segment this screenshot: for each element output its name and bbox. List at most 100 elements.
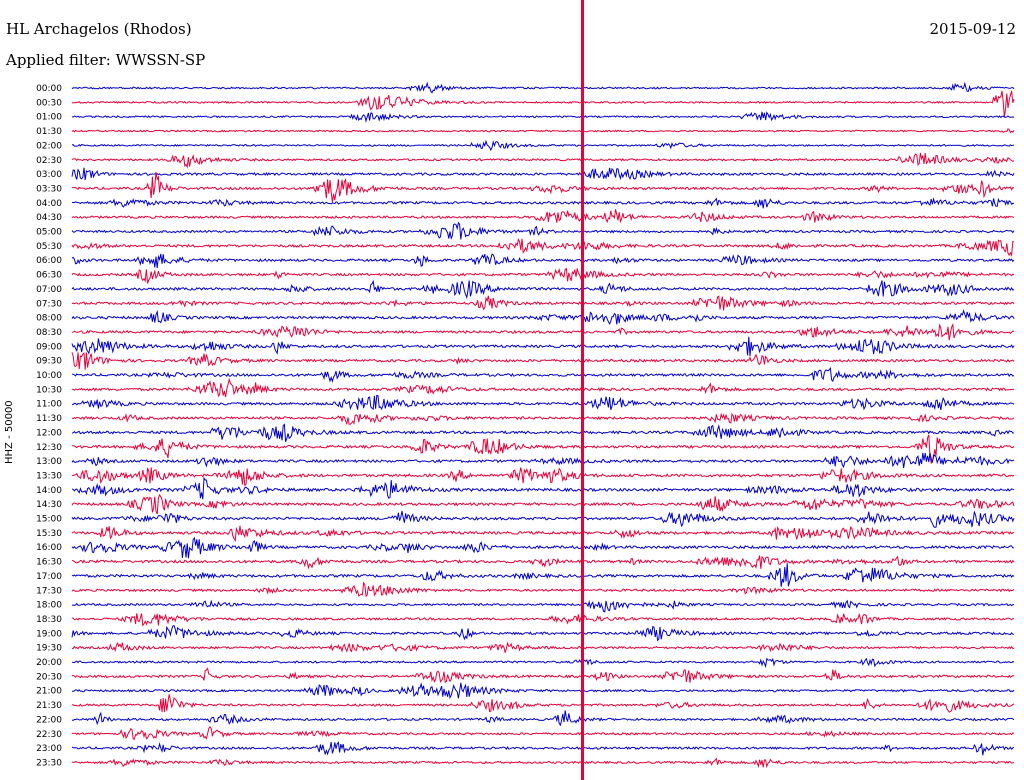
trace-line [71, 510, 1015, 528]
trace-line [71, 367, 1015, 383]
row-label: 19:00 [36, 629, 62, 639]
row-label: 11:00 [36, 400, 62, 410]
row-label: 23:00 [36, 744, 62, 754]
trace-line [71, 111, 1015, 123]
trace-line [71, 412, 1015, 426]
row-label: 16:00 [36, 543, 62, 553]
row-label: 22:30 [36, 730, 62, 740]
row-label: 04:00 [36, 199, 62, 209]
trace-line [71, 599, 1015, 613]
row-label: 01:30 [36, 127, 62, 137]
trace-line [71, 476, 1015, 500]
row-label: 05:00 [36, 228, 62, 238]
row-label: 09:30 [36, 357, 62, 367]
trace-line [71, 90, 1015, 118]
trace-line [71, 612, 1015, 627]
trace-line [71, 525, 1015, 542]
trace-line [71, 641, 1015, 653]
trace-line [71, 152, 1015, 169]
trace-line [71, 710, 1015, 727]
row-label: 13:30 [36, 471, 62, 481]
trace-line [71, 139, 1015, 152]
trace-line [71, 667, 1015, 683]
trace-line [71, 536, 1015, 559]
trace-line [71, 238, 1015, 258]
row-label: 07:00 [36, 285, 62, 295]
row-label: 10:00 [36, 371, 62, 381]
row-label: 23:30 [36, 758, 62, 768]
row-label: 20:30 [36, 672, 62, 682]
trace-line [71, 352, 1015, 370]
row-label: 08:30 [36, 328, 62, 338]
row-label: 20:00 [36, 658, 62, 668]
trace-line [71, 336, 1015, 357]
row-label: 06:30 [36, 271, 62, 281]
row-label: 08:00 [36, 314, 62, 324]
row-label: 02:00 [36, 141, 62, 151]
row-label: 15:00 [36, 515, 62, 525]
trace-line [71, 197, 1015, 209]
current-time-marker [581, 0, 584, 780]
row-label: 16:30 [36, 558, 62, 568]
trace-line [71, 172, 1015, 203]
trace-line [71, 221, 1015, 241]
trace-line [71, 309, 1015, 326]
trace-line [71, 757, 1015, 769]
row-label: 00:30 [36, 98, 62, 108]
row-label: 05:30 [36, 242, 62, 252]
trace-line [72, 682, 1015, 700]
row-label: 09:00 [36, 342, 62, 352]
row-label: 21:00 [36, 687, 62, 697]
row-label: 12:30 [36, 443, 62, 453]
trace-line [71, 377, 1014, 398]
trace-line [71, 563, 1015, 587]
filter-label: Applied filter: WWSSN-SP [6, 51, 206, 69]
trace-line [71, 81, 1015, 94]
row-label: 04:30 [36, 213, 62, 223]
row-label: 13:00 [36, 457, 62, 467]
trace-line [71, 279, 1015, 300]
row-label: 12:00 [36, 428, 62, 438]
row-label: 14:00 [36, 486, 62, 496]
trace-line [71, 555, 1015, 570]
row-label: 06:00 [36, 256, 62, 266]
trace-line [71, 581, 1015, 598]
row-label: 00:00 [36, 84, 62, 94]
row-label: 15:30 [36, 529, 62, 539]
trace-line [71, 624, 1015, 642]
row-label: 07:30 [36, 299, 62, 309]
trace-line [71, 423, 1014, 442]
row-label: 03:30 [36, 184, 62, 194]
row-label: 11:30 [36, 414, 62, 424]
trace-line [71, 295, 1015, 311]
trace-line [71, 394, 1015, 411]
record-date: 2015-09-12 [929, 20, 1016, 38]
station-name: HL Archagelos (Rhodos) [6, 20, 192, 38]
trace-line [71, 128, 1015, 134]
trace-line [71, 434, 1015, 465]
trace-line [71, 725, 1015, 740]
row-label: 14:30 [36, 500, 62, 510]
row-label: 02:30 [36, 156, 62, 166]
row-label: 18:30 [36, 615, 62, 625]
row-label: 17:00 [36, 572, 62, 582]
trace-line [71, 467, 1015, 487]
trace-line [71, 209, 1015, 224]
row-label: 19:30 [36, 644, 62, 654]
row-label: 10:30 [36, 385, 62, 395]
row-label: 18:00 [36, 601, 62, 611]
row-label: 22:00 [36, 715, 62, 725]
row-label: 17:30 [36, 586, 62, 596]
trace-line [71, 267, 1015, 284]
trace-line [71, 657, 1015, 669]
trace-line [71, 741, 1015, 756]
trace-line [71, 322, 1015, 341]
trace-line [71, 493, 1015, 515]
row-label: 21:30 [36, 701, 62, 711]
trace-line [71, 694, 1015, 713]
trace-line [71, 452, 1015, 469]
row-label: 03:00 [36, 170, 62, 180]
row-label: 01:00 [36, 113, 62, 123]
trace-line [71, 167, 1015, 181]
